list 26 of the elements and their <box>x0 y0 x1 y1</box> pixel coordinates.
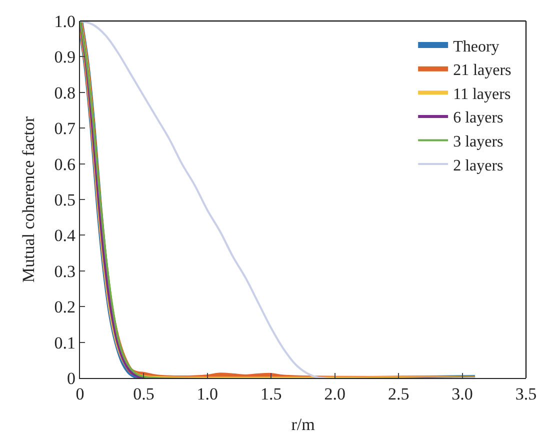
x-tick-label: 3.0 <box>452 384 473 404</box>
legend-label: 6 layers <box>453 110 504 127</box>
x-tick-label: 0.5 <box>133 384 154 404</box>
y-tick-label: 0.3 <box>54 262 76 281</box>
y-tick-label: 0.5 <box>54 190 76 210</box>
x-axis-title: r/m <box>291 414 315 434</box>
y-tick-label: 0.1 <box>54 333 76 352</box>
legend-label: 21 layers <box>453 62 512 80</box>
y-tick-label: 1.0 <box>54 12 76 31</box>
y-tick-label: 0.8 <box>54 83 76 102</box>
x-tick-label: 2.0 <box>324 384 346 404</box>
x-tick-label: 3.5 <box>515 384 537 404</box>
legend-label: 3 layers <box>453 133 504 150</box>
legend-label: 11 layers <box>453 86 511 103</box>
x-tick-label: 1.5 <box>260 384 282 404</box>
x-tick-label: 2.5 <box>388 384 410 404</box>
y-tick-label: 0.6 <box>54 154 76 174</box>
y-tick-label: 0.4 <box>54 226 76 246</box>
legend-label: Theory <box>453 38 500 56</box>
y-axis-title: Mutual coherence factor <box>18 116 38 283</box>
y-tick-label: 0 <box>67 368 76 388</box>
y-tick-label: 0.9 <box>54 48 76 67</box>
legend-label: 2 layers <box>453 157 504 174</box>
y-tick-label: 0.7 <box>54 119 76 138</box>
y-tick-label: 0.2 <box>54 298 76 317</box>
x-tick-label: 1.0 <box>196 384 218 404</box>
